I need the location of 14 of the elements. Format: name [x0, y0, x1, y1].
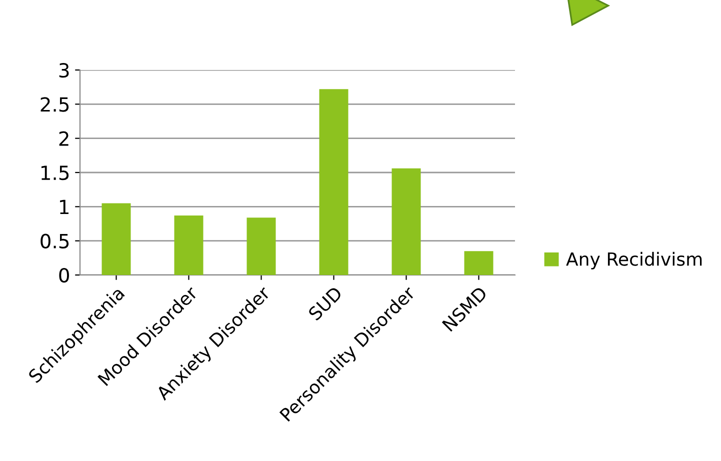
bar [464, 251, 494, 275]
bar [392, 168, 421, 275]
bar [246, 218, 276, 275]
bar [174, 216, 204, 275]
bar [319, 89, 348, 275]
legend-label: Any Recidivism [566, 252, 702, 270]
bar [102, 203, 131, 275]
y-tick-label: 1 [60, 200, 68, 214]
y-tick-label: 2 [59, 131, 68, 146]
y-tick-label: 1.5 [41, 166, 69, 180]
y-tick-label: 2.5 [40, 97, 69, 112]
y-tick-label: 0.5 [40, 234, 69, 248]
y-tick-label: 3 [59, 62, 69, 78]
y-tick-label: 0 [59, 268, 69, 283]
